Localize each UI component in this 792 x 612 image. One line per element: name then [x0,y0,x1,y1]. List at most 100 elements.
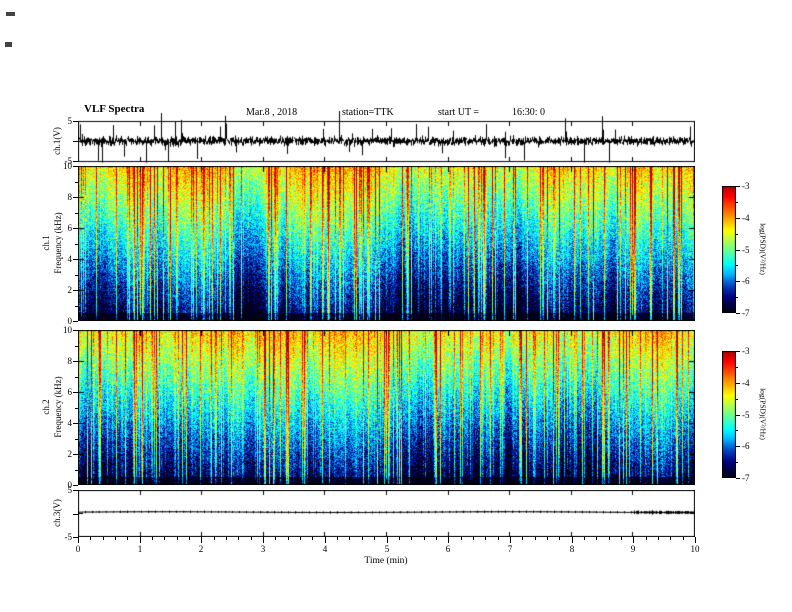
axis-tick [73,161,78,162]
axis-tick [736,202,738,203]
axis-tick [75,244,78,245]
y-tick-label: 6 [67,387,73,397]
ch3-waveform-canvas [78,490,695,537]
ch1-voltage-axis-label: ch.1(V) [52,127,62,155]
colorbar-tick-label: -7 [742,308,750,318]
ch1-spec-channel-label: ch.1 [41,235,51,251]
axis-tick [349,537,350,540]
axis-tick [73,321,78,322]
y-tick-label: 6 [67,223,73,233]
axis-tick [73,537,78,538]
axis-tick [736,430,738,431]
axis-tick [522,537,523,540]
axis-tick [73,361,78,362]
axis-tick [73,290,78,291]
colorbar-tick-label: -5 [742,245,750,255]
axis-tick [424,537,425,540]
time-axis-label: Time (min) [364,556,408,566]
axis-tick [75,213,78,214]
axis-tick [411,537,412,540]
colorbar-tick-label: -4 [742,378,750,388]
axis-tick [461,537,462,540]
axis-tick [127,537,128,540]
axis-tick [78,537,79,543]
axis-tick [736,186,740,187]
axis-tick [736,234,738,235]
colorbar-tick-label: -3 [742,346,750,356]
axis-tick [559,537,560,540]
x-tick-label: 4 [322,544,328,554]
axis-tick [103,537,104,540]
axis-tick [736,446,740,447]
axis-tick [73,330,78,331]
ch1-freq-axis-label: Frequency (kHz) [53,212,63,274]
axis-tick [547,537,548,540]
colorbar-tick-label: -7 [742,473,750,483]
axis-tick [75,306,78,307]
axis-tick [621,537,622,540]
axis-tick [238,537,239,540]
y-tick-label: -5 [64,156,73,166]
axis-tick [75,182,78,183]
axis-tick [510,537,511,543]
axis-tick [646,537,647,540]
x-tick-label: 10 [690,544,700,554]
axis-tick [214,537,215,540]
x-tick-label: 5 [384,544,390,554]
axis-tick [73,166,78,167]
axis-tick [658,537,659,540]
y-tick-label: 10 [63,325,72,335]
axis-tick [736,313,740,314]
y-tick-label: 2 [67,449,73,459]
x-tick-label: 1 [137,544,143,554]
x-tick-label: 7 [507,544,513,554]
x-tick-label: 2 [198,544,204,554]
x-tick-label: 6 [445,544,451,554]
axis-tick [633,537,634,543]
axis-tick [312,537,313,540]
axis-tick [736,265,738,266]
ch2-freq-axis-label: Frequency (kHz) [53,376,63,438]
screen-artifact-mark [6,12,15,16]
axis-tick [609,537,610,540]
x-tick-label: 9 [630,544,636,554]
axis-tick [337,537,338,540]
screen-artifact-mark [5,42,12,47]
y-tick-label: 0 [67,316,73,326]
axis-tick [695,537,696,543]
axis-tick [473,537,474,540]
axis-tick [572,537,573,543]
axis-tick [75,408,78,409]
ch1-waveform-canvas [78,104,695,164]
colorbar-tick-label: -4 [742,213,750,223]
colorbar-tick-label: -3 [742,181,750,191]
axis-tick [73,121,78,122]
axis-tick [683,537,684,540]
axis-tick [75,346,78,347]
axis-tick [73,392,78,393]
axis-tick [736,297,738,298]
axis-tick [736,351,740,352]
axis-tick [73,228,78,229]
colorbar-tick-label: -6 [742,276,750,286]
axis-tick [73,141,78,142]
axis-tick [73,454,78,455]
axis-tick [498,537,499,540]
axis-tick [251,537,252,540]
axis-tick [152,537,153,540]
axis-tick [73,514,78,515]
axis-tick [75,275,78,276]
axis-tick [736,383,740,384]
x-tick-label: 3 [260,544,266,554]
axis-tick [736,399,738,400]
axis-tick [535,537,536,540]
axis-tick [736,415,740,416]
y-tick-label: 10 [63,161,72,171]
x-tick-label: 8 [569,544,575,554]
axis-tick [73,423,78,424]
ch2-spectrogram-canvas [78,330,695,485]
y-tick-label: 5 [67,485,73,495]
axis-tick [436,537,437,540]
y-tick-label: 2 [67,285,73,295]
